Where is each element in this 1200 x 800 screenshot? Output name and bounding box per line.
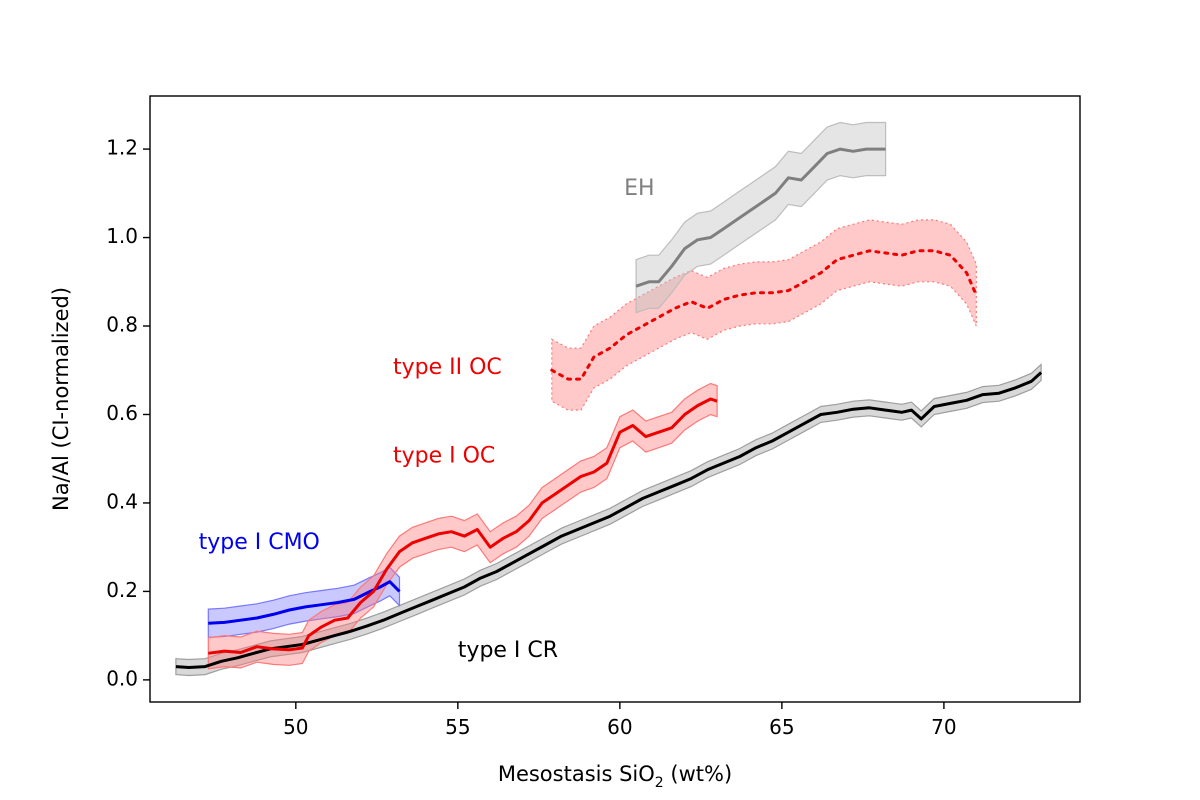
label-type-i-cr: type I CR — [458, 638, 558, 663]
series-line-type-i-cr — [175, 371, 1043, 669]
x-axis-title-subscript: 2 — [655, 775, 664, 791]
y-tick-label: 0.8 — [106, 313, 138, 337]
series-line-type-ii-oc — [550, 249, 978, 381]
series-line-eh — [635, 147, 886, 288]
y-tick-label: 1.2 — [106, 136, 138, 160]
y-tick-label: 1.0 — [106, 224, 138, 248]
uncertainty-bands — [175, 121, 1042, 677]
x-tick-label: 55 — [445, 715, 470, 739]
x-axis-title: Mesostasis SiO2 (wt%) — [498, 762, 732, 791]
label-type-i-cmo: type I CMO — [199, 530, 320, 555]
band-type-i-cmo — [207, 566, 401, 639]
x-tick-label: 70 — [931, 715, 956, 739]
label-type-i-oc: type I OC — [393, 444, 495, 469]
label-eh: EH — [624, 176, 654, 201]
y-axis-title: Na/Al (CI-normalized) — [49, 287, 73, 511]
y-axis-ticks: 0.0 0.2 0.4 0.6 0.8 1.0 1.2 — [106, 136, 150, 690]
band-eh — [635, 121, 887, 314]
label-type-ii-oc: type II OC — [393, 355, 502, 380]
series-labels: type I CR type I CMO type I OC type II OC EH — [199, 176, 655, 663]
y-tick-label: 0.2 — [106, 578, 138, 602]
series-line-type-i-oc — [208, 397, 718, 655]
series-lines — [175, 147, 1043, 669]
x-tick-label: 50 — [283, 715, 308, 739]
band-type-i-cr — [175, 363, 1042, 677]
band-type-ii-oc — [551, 219, 977, 411]
x-axis-title-main: Mesostasis SiO — [498, 762, 655, 786]
series-line-type-i-cmo — [208, 580, 401, 625]
x-axis-ticks: 50 55 60 65 70 — [283, 702, 957, 739]
x-tick-label: 65 — [769, 715, 794, 739]
y-tick-label: 0.0 — [106, 666, 138, 690]
y-tick-label: 0.4 — [106, 489, 138, 513]
band-type-i-oc — [207, 382, 718, 670]
plot-frame — [149, 95, 1081, 703]
x-tick-label: 60 — [607, 715, 632, 739]
y-tick-label: 0.6 — [106, 401, 138, 425]
x-axis-title-tail: (wt%) — [664, 762, 732, 786]
